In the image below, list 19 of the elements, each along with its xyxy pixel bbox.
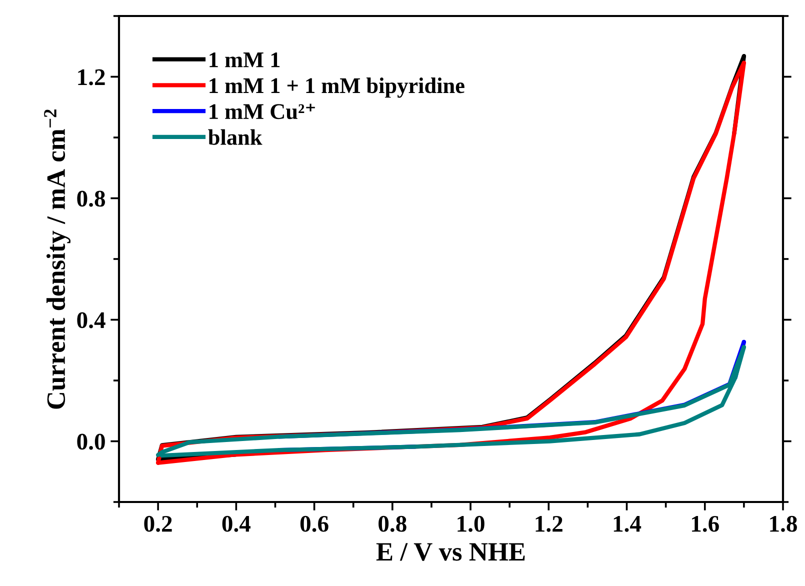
x-tick-label: 1.4 [614,516,642,532]
legend-label: blank [208,129,262,145]
y-tick-label: 0.4 [77,312,106,328]
legend-label: 1 mM Cu²⁺ [210,104,315,120]
x-tick-label: 0.8 [378,516,406,532]
x-tick-label: 1.0 [458,516,484,532]
x-tick-label: 1.8 [770,516,797,532]
x-tick-label: 0.6 [300,516,328,532]
legend-label: 1 mM 1 [210,52,280,68]
y-axis-title: Current density / mA cm$^{−2}$ [44,109,70,409]
y-tick-label: 0.8 [77,190,106,207]
y-tick-label: 0.0 [77,434,105,450]
x-axis-title: E / V vs NHE [376,543,525,561]
x-tick-label: 1.6 [692,516,719,532]
x-tick-label: 1.2 [536,516,562,532]
legend-label: 1 mM 1 + 1 mM bipyridine [210,78,464,98]
x-tick-label: 0.4 [222,516,250,532]
y-tick-label: 1.2 [78,69,105,86]
x-tick-label: 0.2 [144,516,172,532]
